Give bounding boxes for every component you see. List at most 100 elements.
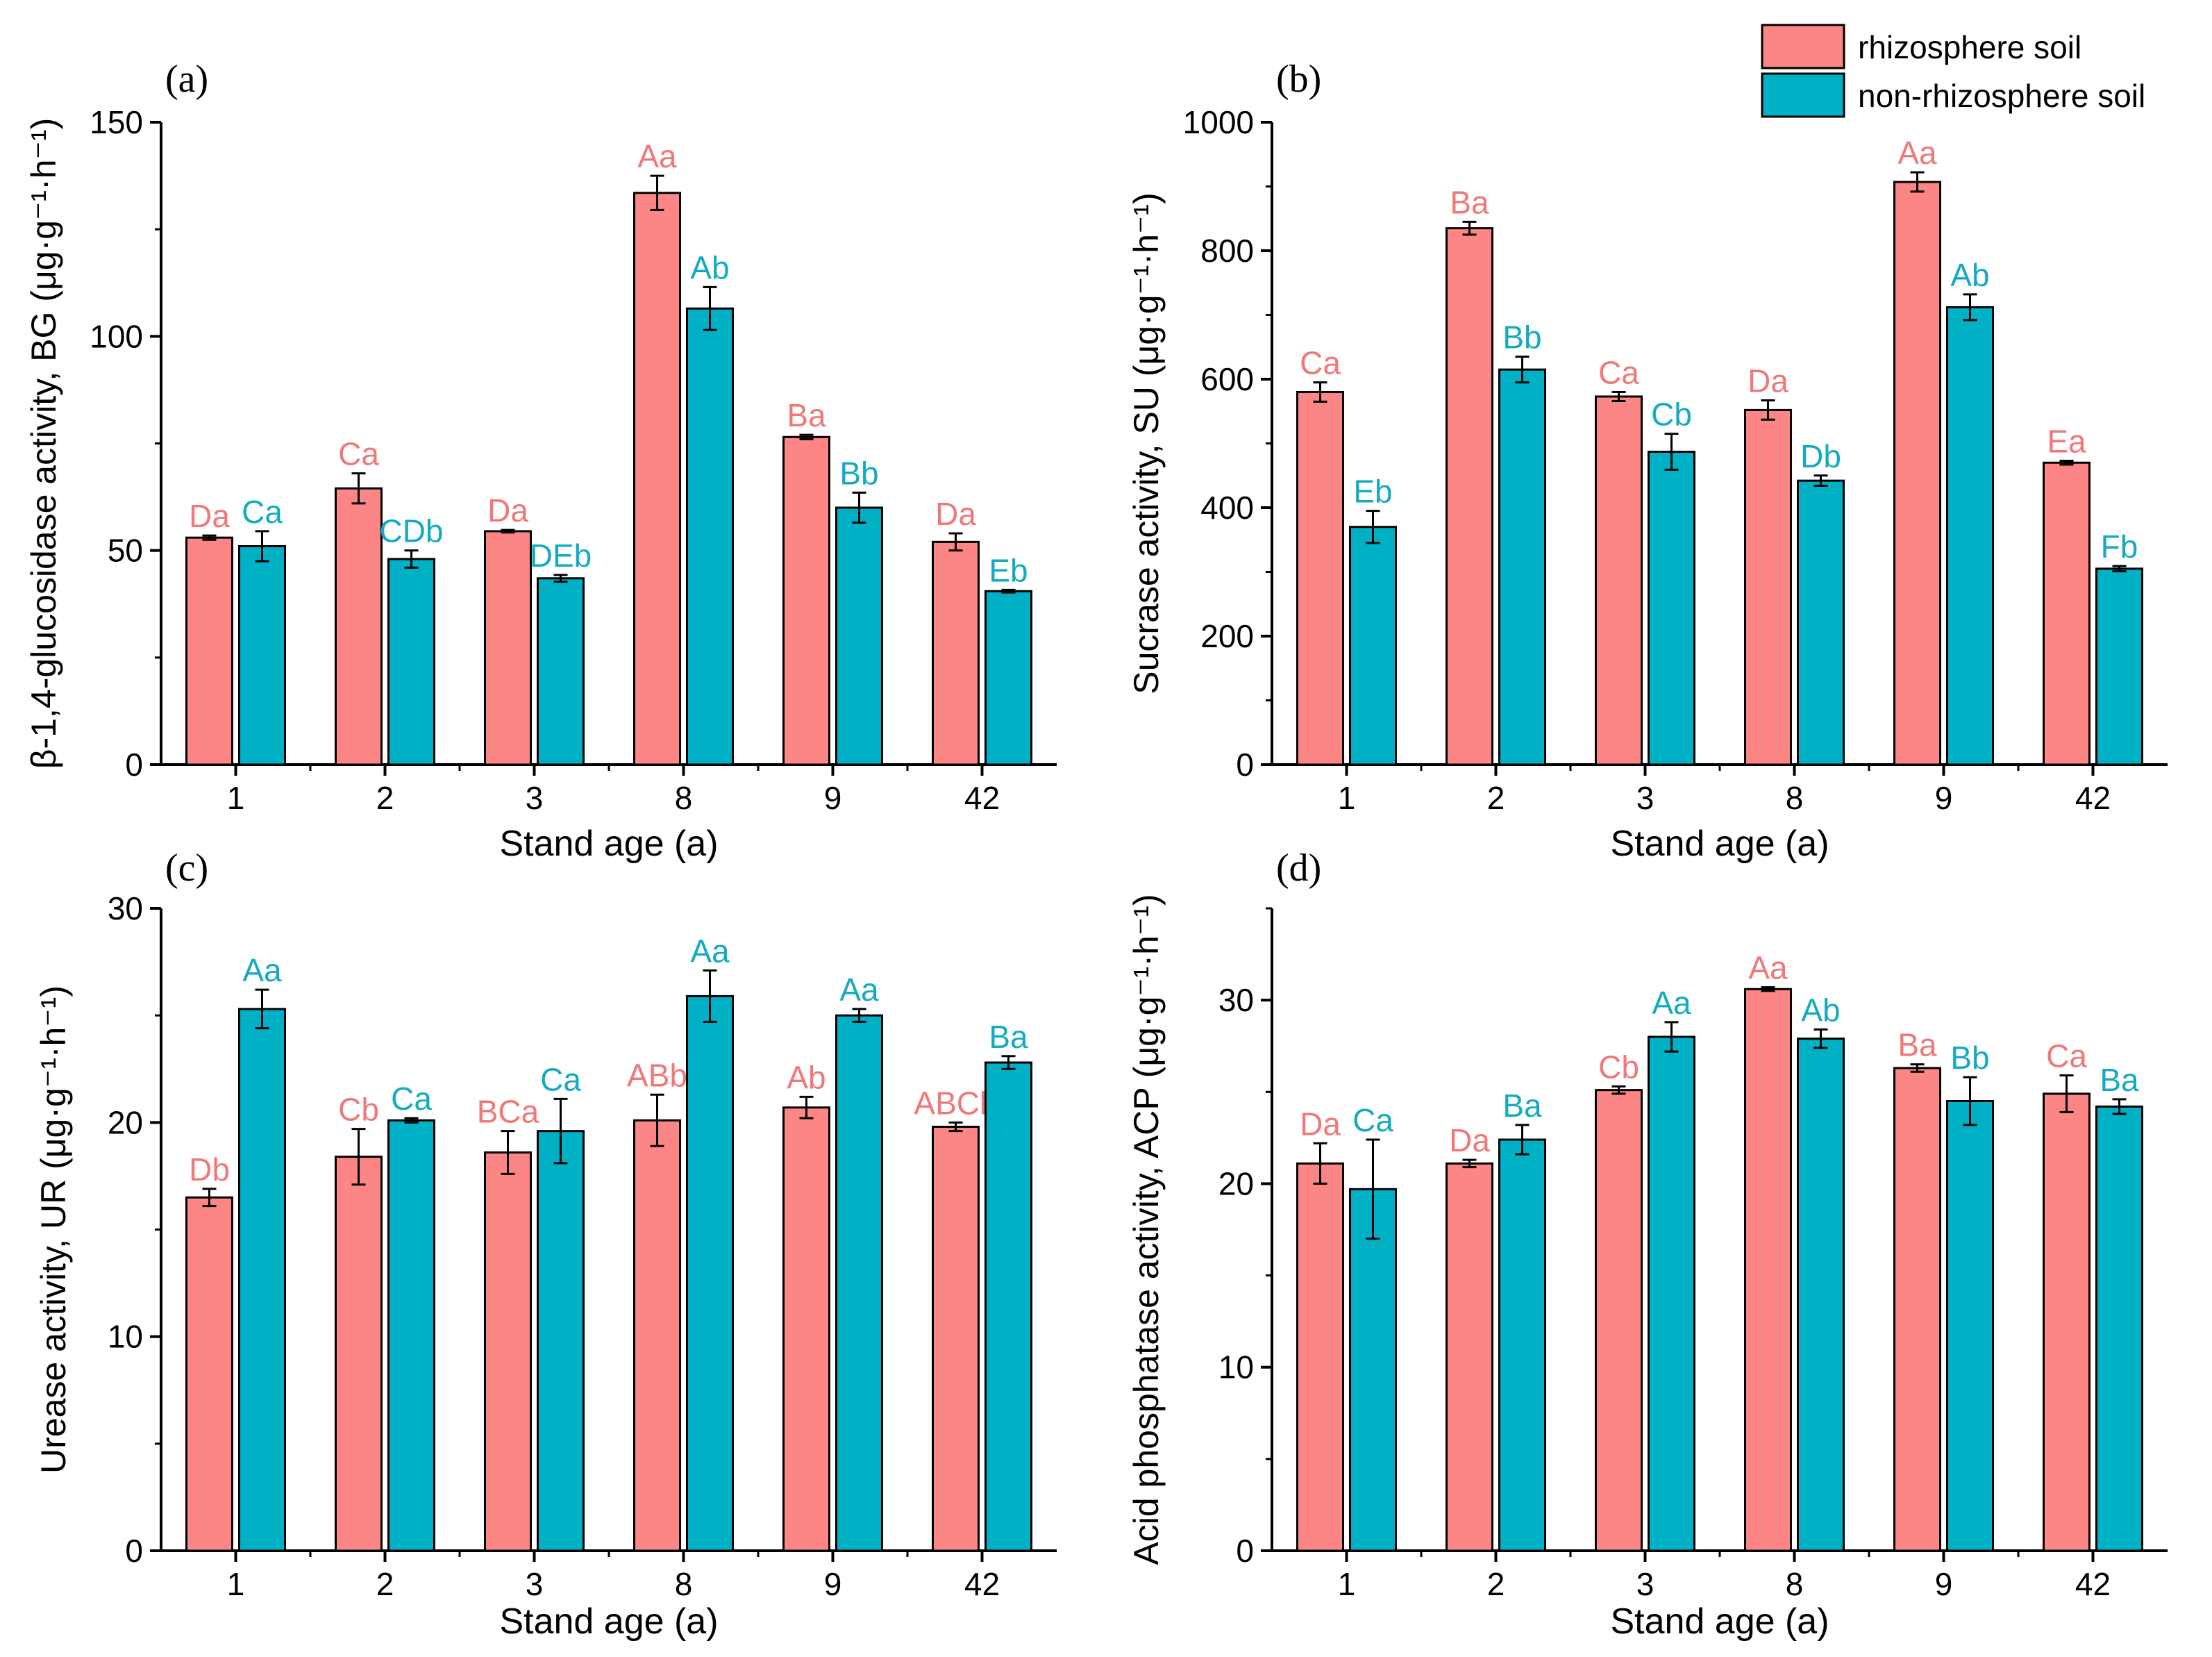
significance-label: Ab <box>1950 257 1989 293</box>
y-tick-label: 150 <box>90 104 143 140</box>
significance-label: Bb <box>1950 1040 1989 1076</box>
y-tick-label: 0 <box>1236 1533 1254 1569</box>
x-tick-label: 3 <box>526 780 544 816</box>
significance-label: Aa <box>839 972 879 1008</box>
y-tick-label: 30 <box>1218 982 1254 1018</box>
significance-label: Ba <box>1502 1088 1542 1124</box>
y-tick-label: 0 <box>125 1533 143 1569</box>
significance-label: Ca <box>1352 1102 1393 1138</box>
bar-non-rhizosphere-1 <box>238 545 286 766</box>
y-axis-label: β-1,4-glucosidase activity, BG (μg·g⁻¹·h… <box>24 118 63 769</box>
x-axis-label: Stand age (a) <box>499 824 718 864</box>
significance-label: Bb <box>1502 319 1541 356</box>
significance-label: Ea <box>2047 423 2086 459</box>
significance-label: Eb <box>1353 474 1392 510</box>
legend-label-rhizosphere: rhizosphere soil <box>1858 29 2081 65</box>
significance-label: Bb <box>839 455 878 491</box>
x-tick-label: 2 <box>1487 1566 1505 1602</box>
x-tick-label: 9 <box>1935 1566 1953 1602</box>
bar-non-rhizosphere-1 <box>1349 1188 1397 1552</box>
y-tick-label: 400 <box>1200 490 1254 526</box>
y-tick-label: 0 <box>125 747 143 783</box>
y-tick-label: 1000 <box>1183 104 1254 140</box>
x-tick-label: 9 <box>824 1566 842 1602</box>
significance-label: ABCb <box>914 1085 997 1121</box>
bar-non-rhizosphere-3 <box>1648 451 1695 766</box>
bar-rhizosphere-42 <box>932 540 980 766</box>
y-axis-label: Acid phosphatase activity, ACP (μg·g⁻¹·h… <box>1127 894 1166 1565</box>
significance-label: Ca <box>2046 1038 2087 1074</box>
legend-label-non-rhizosphere: non-rhizosphere soil <box>1858 78 2145 114</box>
significance-label: Da <box>1449 1122 1490 1158</box>
y-tick-label: 10 <box>1218 1349 1254 1385</box>
x-axis-label: Stand age (a) <box>1610 824 1829 864</box>
y-axis-label: Sucrase activity, SU (μg·g⁻¹·h⁻¹) <box>1127 192 1166 694</box>
x-tick-label: 8 <box>675 1566 693 1602</box>
significance-label: Cb <box>1598 1049 1639 1085</box>
significance-label: Aa <box>1652 985 1691 1021</box>
bar-rhizosphere-1 <box>185 536 233 766</box>
y-tick-label: 20 <box>1218 1165 1254 1201</box>
y-tick-label: 800 <box>1200 233 1254 269</box>
bar-rhizosphere-9 <box>1893 1067 1941 1552</box>
significance-label: Ca <box>338 436 379 472</box>
significance-label: Ca <box>540 1061 581 1097</box>
x-tick-label: 8 <box>1786 780 1804 816</box>
significance-label: Ba <box>1897 1027 1937 1063</box>
bar-rhizosphere-8 <box>633 192 681 766</box>
x-tick-label: 42 <box>964 1566 1000 1602</box>
x-tick-label: 9 <box>824 780 842 816</box>
significance-label: DEb <box>530 538 592 574</box>
y-axis-label: Urease activity, UR (μg·g⁻¹·h⁻¹) <box>34 985 73 1474</box>
significance-label: ABb <box>627 1057 687 1093</box>
legend-swatch-non-rhizosphere <box>1761 72 1845 118</box>
bar-rhizosphere-1 <box>1296 1162 1344 1552</box>
bar-rhizosphere-42 <box>2043 1092 2090 1552</box>
bar-rhizosphere-3 <box>1595 395 1643 766</box>
x-tick-label: 42 <box>2075 780 2111 816</box>
panel-label: (a) <box>165 58 208 101</box>
bar-non-rhizosphere-1 <box>238 1008 286 1552</box>
legend: rhizosphere soil non-rhizosphere soil <box>1761 24 2145 118</box>
bar-non-rhizosphere-8 <box>686 994 734 1552</box>
x-tick-label: 42 <box>964 780 1000 816</box>
significance-label: BCa <box>477 1094 539 1130</box>
bar-non-rhizosphere-8 <box>1797 479 1845 766</box>
bar-non-rhizosphere-2 <box>1498 368 1546 766</box>
bar-rhizosphere-8 <box>1744 408 1792 766</box>
significance-label: Aa <box>1748 950 1788 986</box>
panel-label: (b) <box>1276 58 1321 101</box>
bar-non-rhizosphere-42 <box>984 1061 1032 1552</box>
significance-label: Ab <box>787 1059 826 1095</box>
x-tick-label: 1 <box>227 780 245 816</box>
significance-label: Ab <box>690 249 729 285</box>
significance-label: Ca <box>1598 355 1639 391</box>
bar-rhizosphere-42 <box>2043 461 2090 766</box>
x-tick-label: 8 <box>675 780 693 816</box>
bar-non-rhizosphere-42 <box>2095 1105 2143 1552</box>
significance-label: Aa <box>690 933 730 969</box>
significance-label: Ca <box>391 1081 432 1117</box>
bar-rhizosphere-2 <box>1446 227 1493 766</box>
bar-rhizosphere-3 <box>484 1151 532 1552</box>
bar-non-rhizosphere-9 <box>835 1014 883 1552</box>
significance-label: Aa <box>242 952 282 988</box>
significance-label: Ca <box>1300 345 1341 381</box>
bar-non-rhizosphere-3 <box>1648 1035 1695 1552</box>
y-tick-label: 20 <box>108 1104 143 1140</box>
x-tick-label: 42 <box>2075 1566 2111 1602</box>
bar-rhizosphere-8 <box>633 1119 681 1552</box>
significance-label: Da <box>1748 363 1788 399</box>
y-tick-label: 100 <box>90 318 143 354</box>
panel-label: (d) <box>1276 847 1321 890</box>
bar-rhizosphere-9 <box>782 1106 830 1552</box>
x-tick-label: 3 <box>526 1566 544 1602</box>
bar-rhizosphere-2 <box>335 487 383 766</box>
significance-label: Da <box>189 498 230 534</box>
significance-label: Eb <box>989 552 1028 588</box>
significance-label: Da <box>487 492 528 528</box>
y-tick-label: 10 <box>108 1319 143 1355</box>
bar-non-rhizosphere-2 <box>387 1119 435 1552</box>
